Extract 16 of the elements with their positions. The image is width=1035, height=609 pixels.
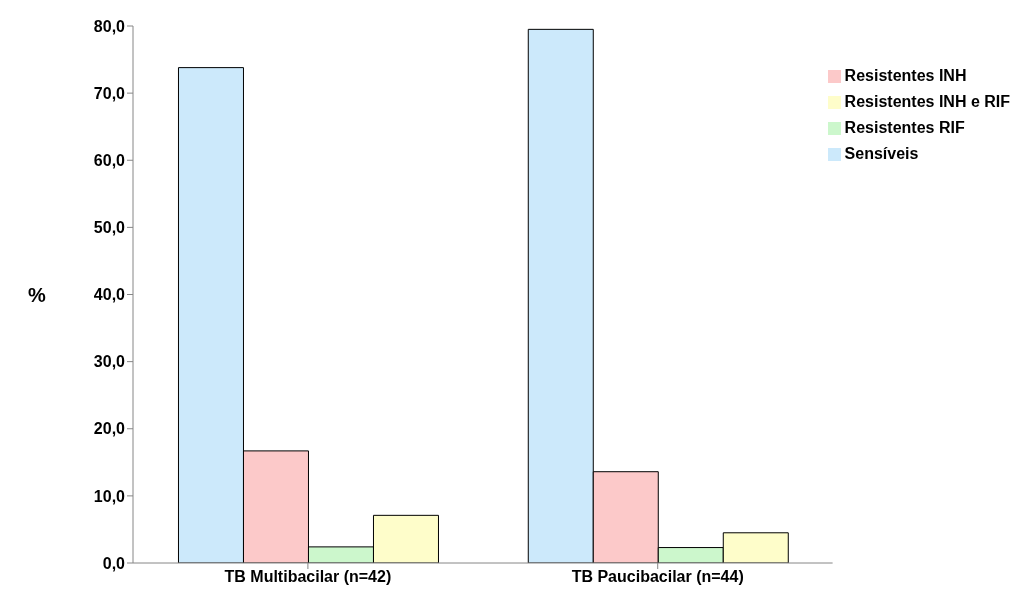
y-tick-label: 10,0 (93, 487, 126, 505)
y-tick-label: 0,0 (102, 554, 126, 572)
y-tick-label: 60,0 (93, 151, 126, 169)
legend-label: Resistentes INH (844, 67, 967, 84)
legend-label: Resistentes RIF (844, 119, 965, 136)
x-tick-label: TB Multibacilar (n=42) (224, 568, 392, 586)
legend-label: Sensíveis (844, 145, 919, 162)
y-tick-label: 70,0 (93, 84, 126, 102)
y-tick-label: 30,0 (93, 353, 126, 371)
y-axis-title: % (28, 283, 46, 306)
x-tick-label: TB Paucibacilar (n=44) (571, 568, 744, 586)
y-tick-label: 20,0 (93, 420, 126, 438)
legend-label: Resistentes INH e RIF (844, 93, 1010, 110)
y-tick-label: 40,0 (93, 286, 126, 304)
y-tick-label: 80,0 (93, 17, 126, 35)
y-tick-label: 50,0 (93, 219, 126, 237)
